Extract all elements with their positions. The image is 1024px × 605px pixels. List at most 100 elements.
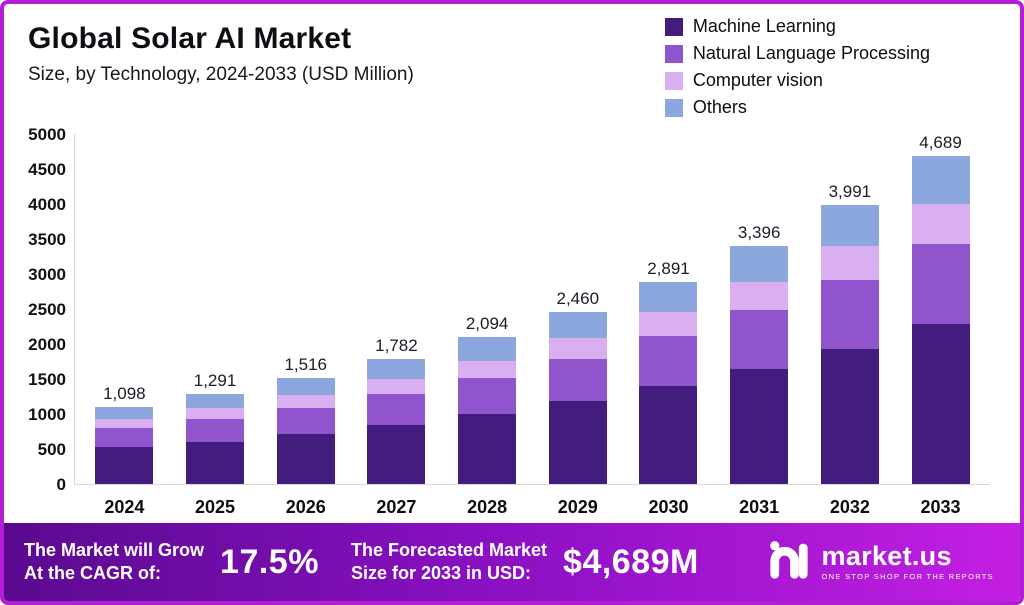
bar-segment-computer-vision [458, 360, 517, 379]
bar-group-2032: 3,991 2032 [820, 134, 879, 517]
bar-group-2026: 1,516 2026 [276, 134, 335, 517]
bar-segment-natural-language-processing [730, 310, 789, 369]
forecast-value: $4,689M [563, 542, 699, 581]
bar-group-2033: 4,689 2033 [911, 132, 970, 517]
bar-segment-computer-vision [730, 281, 789, 311]
y-axis-label: 0 [56, 475, 66, 494]
bar-segment-natural-language-processing [548, 359, 607, 402]
x-axis-label: 2030 [648, 497, 689, 517]
x-axis-label: 2024 [104, 497, 145, 517]
legend-label: Others [692, 97, 747, 117]
legend-swatch-others [664, 98, 683, 117]
brand-logo: market.us ONE STOP SHOP FOR THE REPORTS [766, 537, 994, 588]
bar-group-2030: 2,891 2030 [639, 134, 698, 517]
legend-item-natural-language-processing: Natural Language Processing [664, 43, 930, 64]
marketus-logo-icon [766, 537, 812, 588]
bar-segment-computer-vision [639, 311, 698, 337]
cagr-label-line2: At the CAGR of: [24, 563, 161, 583]
bar-stack [730, 246, 789, 484]
bar-segment-natural-language-processing [95, 428, 154, 447]
y-axis-label: 4000 [28, 195, 66, 214]
bar-total-label: 1,291 [193, 370, 237, 390]
bar-stack [367, 359, 426, 484]
page-subtitle: Size, by Technology, 2024-2033 (USD Mill… [28, 64, 414, 85]
plot-area: 0 500 1000 1500 2000 2500 3000 3500 4000 4500 5000… [4, 118, 1020, 517]
bar-segment-computer-vision [548, 338, 607, 360]
cagr-label: The Market will Grow At the CAGR of: [24, 539, 204, 586]
bar-group-2028: 2,094 2028 [458, 134, 517, 517]
bar-stack [548, 311, 607, 484]
bar-segment-computer-vision [276, 394, 335, 408]
bar-segment-natural-language-processing [820, 279, 879, 349]
bar-segment-computer-vision [911, 204, 970, 244]
legend-item-machine-learning: Machine Learning [664, 16, 930, 37]
y-axis-label: 500 [37, 440, 66, 459]
bar-segment-machine-learning [276, 433, 335, 484]
legend-swatch-natural-language-processing [664, 44, 683, 63]
chart-titles: Global Solar AI Market Size, by Technolo… [28, 14, 414, 86]
chart-legend: Machine Learning Natural Language Process… [664, 14, 1004, 118]
y-axis-label: 3500 [28, 230, 66, 249]
bar-segment-machine-learning [95, 446, 154, 484]
bar-stack [911, 155, 970, 484]
bar-group-2024: 1,098 2024 [95, 134, 154, 517]
legend-label: Computer vision [692, 70, 823, 90]
bar-plot: 1,098 2024 1,291 2025 1,516 2026 1,782 2027 2,09… [74, 132, 990, 517]
x-axis-label: 2031 [739, 497, 780, 517]
x-axis-label: 2029 [557, 497, 598, 517]
bar-stack [820, 204, 879, 484]
bar-segment-others [730, 246, 789, 282]
legend-label: Natural Language Processing [692, 43, 930, 63]
bar-segment-natural-language-processing [639, 336, 698, 386]
bar-group-2027: 1,782 2027 [367, 134, 426, 517]
bar-stack [458, 337, 517, 484]
y-axis: 0 500 1000 1500 2000 2500 3000 3500 4000 4500 5000 [16, 126, 74, 493]
bar-segment-machine-learning [186, 442, 245, 484]
bar-segment-natural-language-processing [911, 243, 970, 325]
y-axis-label: 3000 [28, 265, 66, 284]
bar-segment-machine-learning [639, 386, 698, 484]
bar-total-label: 1,782 [375, 336, 418, 356]
cagr-value: 17.5% [220, 542, 319, 581]
legend-swatch-computer-vision [664, 71, 683, 90]
bar-segment-natural-language-processing [186, 418, 245, 442]
bar-segment-others [458, 337, 517, 361]
bar-segment-others [95, 407, 154, 419]
x-axis-label: 2025 [195, 497, 236, 517]
bar-segment-natural-language-processing [367, 393, 426, 425]
x-axis-label: 2026 [285, 497, 326, 517]
bar-total-label: 1,516 [284, 354, 327, 374]
legend-swatch-machine-learning [664, 17, 683, 36]
bar-segment-others [820, 204, 879, 247]
bar-segment-machine-learning [820, 348, 879, 484]
bar-total-label: 1,098 [103, 384, 146, 404]
y-axis-label: 1000 [28, 405, 66, 424]
chart-header: Global Solar AI Market Size, by Technolo… [4, 4, 1020, 118]
bar-segment-natural-language-processing [276, 407, 335, 434]
bar-group-2025: 1,291 2025 [186, 134, 245, 517]
bar-segment-computer-vision [186, 408, 245, 419]
bar-segment-computer-vision [95, 418, 154, 429]
bar-segment-others [911, 155, 970, 205]
page-title: Global Solar AI Market [28, 22, 352, 55]
y-axis-label: 2000 [28, 335, 66, 354]
bar-stack [639, 281, 698, 484]
x-axis-label: 2027 [376, 497, 417, 517]
y-axis-label: 2500 [28, 300, 66, 319]
forecast-label-line1: The Forecasted Market [350, 539, 548, 560]
legend-label: Machine Learning [692, 16, 836, 36]
bar-stack [276, 377, 335, 484]
bar-segment-machine-learning [548, 401, 607, 484]
bar-total-label: 4,689 [919, 132, 962, 152]
bar-segment-others [548, 311, 607, 339]
bar-group-2031: 3,396 2031 [730, 134, 789, 517]
bar-segment-natural-language-processing [458, 378, 517, 414]
x-axis-label: 2032 [829, 497, 870, 517]
cagr-label-line1: The Market will Grow [24, 539, 205, 560]
legend-item-computer-vision: Computer vision [664, 70, 930, 91]
bar-segment-computer-vision [367, 378, 426, 394]
bar-segment-others [367, 359, 426, 379]
y-axis-label: 5000 [28, 125, 66, 144]
bar-segment-machine-learning [911, 324, 970, 484]
